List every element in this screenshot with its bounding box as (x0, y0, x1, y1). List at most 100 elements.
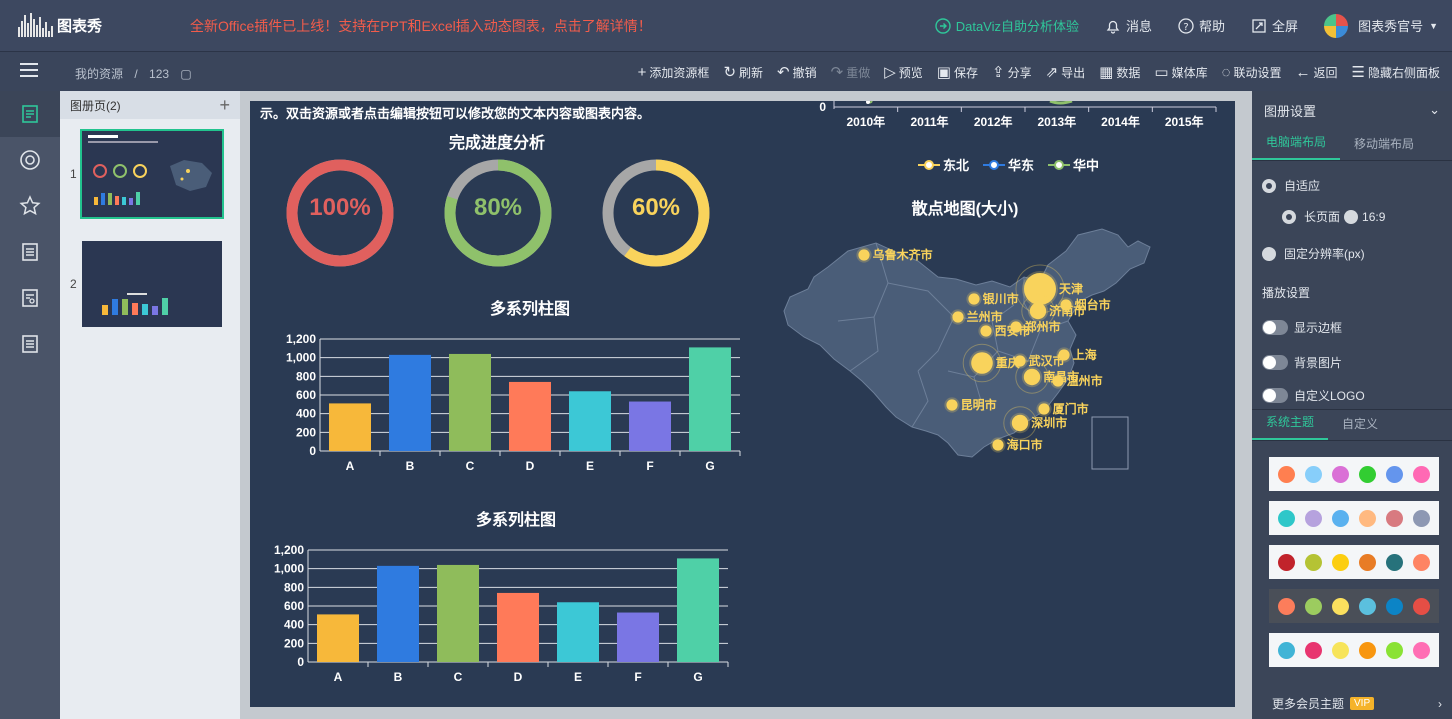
fixed-option[interactable]: 固定分辨率(px) (1252, 245, 1452, 262)
ring-arc (286, 159, 394, 267)
logo[interactable]: 图表秀 (18, 8, 130, 42)
page-item-1[interactable]: 1 (60, 129, 240, 241)
y-tick-label: 600 (284, 599, 304, 613)
page-item-2[interactable]: 2 (60, 241, 240, 351)
right-panel: 图册设置 ⌄ 电脑端布局 移动端布局 自适应 长页面 16:9 固定分辨率(px… (1252, 91, 1452, 719)
theme-option-1[interactable] (1269, 457, 1439, 491)
save-button[interactable]: ▣ 保存 (937, 63, 978, 81)
account-menu[interactable]: 图表秀官号 ▼ (1324, 13, 1438, 38)
province-borders (837, 242, 1069, 428)
canvas-text[interactable]: 示。双击资源或者点击编辑按钮可以修改您的文本内容或图表内容。 (260, 106, 651, 121)
tab-desktop-layout[interactable]: 电脑端布局 (1252, 133, 1341, 160)
link-settings-label: 联动设置 (1233, 65, 1282, 80)
preview-button[interactable]: ▷ 预览 (884, 63, 923, 81)
toggle-switch[interactable] (1262, 320, 1288, 335)
link-settings-button[interactable]: ◌ 联动设置 (1222, 64, 1282, 81)
promo-link[interactable]: 全新Office插件已上线！支持在PPT和Excel插入动态图表，点击了解详情！ (190, 18, 652, 34)
breadcrumb-root[interactable]: 我的资源 (75, 67, 124, 81)
fullscreen-button[interactable]: 全屏 (1251, 16, 1298, 35)
tab-system-theme[interactable]: 系统主题 (1252, 413, 1329, 440)
x-tick-label: 2010年 (846, 114, 885, 129)
media-button[interactable]: ▭ 媒体库 (1154, 63, 1207, 81)
map-point-label: 昆明市 (961, 397, 997, 412)
toggle-switch[interactable] (1262, 388, 1288, 403)
x-tick-label: F (634, 670, 641, 684)
messages-button[interactable]: 消息 (1105, 16, 1152, 35)
rail-pages[interactable] (0, 91, 60, 137)
legend-item-huadong[interactable]: 华东 (983, 155, 1034, 174)
redo-button[interactable]: ↷ 重做 (831, 63, 871, 81)
legend-item-dongbei[interactable]: 东北 (918, 155, 969, 174)
bar-chart-2[interactable]: 0 200 400 600 800 1,000 1,200 A B C D E F G (268, 542, 738, 692)
canvas[interactable]: 示。双击资源或者点击编辑按钮可以修改您的文本内容或图表内容。 0 2010年 20… (250, 101, 1235, 707)
legend-item-huazhong[interactable]: 华中 (1048, 155, 1099, 174)
add-frame-button[interactable]: + 添加资源框 (638, 64, 710, 81)
refresh-button[interactable]: ↻ 刷新 (723, 63, 763, 81)
theme-option-2[interactable] (1269, 501, 1439, 535)
page-thumbnail-1[interactable] (80, 129, 224, 219)
left-rail (0, 91, 60, 719)
color-swatch (1359, 641, 1376, 659)
export-button[interactable]: ⇗ 导出 (1046, 63, 1086, 81)
help-button[interactable]: ? 帮助 (1178, 16, 1225, 35)
adapt-option[interactable]: 自适应 (1252, 177, 1452, 194)
share-button[interactable]: ⇪ 分享 (992, 63, 1032, 81)
show-border-toggle[interactable]: 显示边框 (1252, 319, 1452, 336)
bar-chart-1[interactable]: 0 200 400 600 800 1,000 1,200 A B C D E F G (280, 331, 750, 481)
bar (449, 353, 491, 451)
map-point (858, 249, 870, 261)
tab-custom-theme[interactable]: 自定义 (1342, 417, 1379, 431)
x-tick-label: B (406, 459, 415, 473)
line-chart-fragment[interactable]: 0 2010年 2011年 2012年 2013年 2014年 2015年 (810, 101, 1230, 141)
arrow-circle-icon (935, 17, 951, 34)
radio-fixed[interactable] (1262, 246, 1276, 261)
scatter-map[interactable]: 乌鲁木齐市银川市兰州市西安市郑州市天津济南市烟台市重庆武汉市南昌市上海温州市昆明… (778, 221, 1158, 481)
back-button[interactable]: ← 返回 (1296, 64, 1338, 81)
fixed-label: 固定分辨率(px) (1284, 247, 1365, 261)
y-tick-label: 400 (296, 407, 316, 421)
undo-button[interactable]: ↶ 撤销 (777, 63, 817, 81)
toggle-switch[interactable] (1262, 355, 1288, 370)
legend-label: 华中 (1073, 158, 1100, 173)
tab-mobile-layout[interactable]: 移动端布局 (1354, 137, 1415, 151)
color-swatch (1386, 553, 1403, 571)
radio-adapt[interactable] (1262, 178, 1276, 193)
page-thumbnail-2[interactable] (82, 241, 222, 327)
point-ripple (1021, 294, 1055, 328)
rail-favorites[interactable] (0, 183, 60, 229)
theme-option-4[interactable] (1269, 589, 1439, 623)
chevron-down-icon[interactable]: ⌄ (1429, 102, 1440, 117)
map-point (980, 325, 992, 337)
line-legend[interactable]: 东北 华东 华中 (918, 155, 1099, 174)
theme-option-5[interactable] (1269, 633, 1439, 667)
rail-target[interactable] (0, 137, 60, 183)
dataviz-link[interactable]: DataViz自助分析体验 (935, 16, 1079, 35)
more-themes-link[interactable]: 更多会员主题 VIP › (1272, 695, 1442, 712)
edit-name-icon[interactable]: ▢ (180, 67, 192, 81)
rail-search-docs[interactable] (0, 275, 60, 321)
x-tick-label: C (454, 670, 463, 684)
save-label: 保存 (953, 65, 978, 80)
avatar (1324, 13, 1349, 38)
data-button[interactable]: ▦ 数据 (1099, 63, 1140, 81)
map-point (1023, 368, 1041, 386)
theme-option-3[interactable] (1269, 545, 1439, 579)
rail-templates[interactable] (0, 229, 60, 275)
bar (377, 565, 419, 662)
map-point (952, 311, 964, 323)
bg-image-toggle[interactable]: 背景图片 (1252, 354, 1452, 371)
color-swatch (1359, 597, 1376, 615)
add-page-icon[interactable]: + (219, 94, 230, 115)
hamburger-icon[interactable] (20, 63, 38, 79)
plus-icon: + (637, 63, 647, 81)
progress-rings[interactable]: 100% 80% 60% (270, 151, 730, 279)
radio-16-9[interactable] (1344, 209, 1359, 224)
hide-panel-button[interactable]: ☰ 隐藏右侧面板 (1352, 63, 1440, 81)
rail-list[interactable] (0, 321, 60, 367)
color-swatch (1386, 597, 1403, 615)
custom-logo-toggle[interactable]: 自定义LOGO (1252, 387, 1452, 404)
radio-long-page[interactable] (1282, 209, 1296, 224)
ring-arc (444, 159, 552, 267)
messages-label: 消息 (1126, 19, 1153, 34)
color-swatch (1359, 553, 1376, 571)
